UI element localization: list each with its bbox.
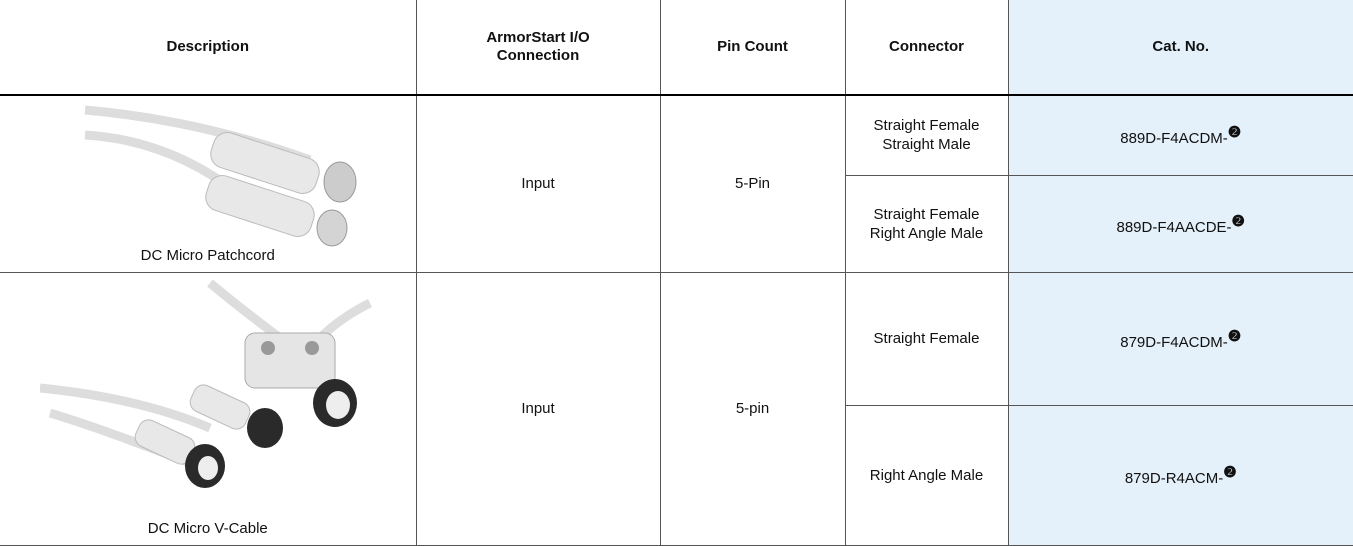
header-text: Pin Count <box>717 38 788 55</box>
connector-line: Right Angle Male <box>869 224 984 242</box>
connection: Input <box>415 272 660 546</box>
cat-no: 889D-F4AACDE-❷ <box>1007 175 1353 273</box>
header-text: Cat. No. <box>1152 38 1210 55</box>
header-cell: Cat. No. <box>1007 0 1353 96</box>
connector-line: Straight Female <box>873 205 980 223</box>
table-row: Straight Female Right Angle Male 889D-F4AA… <box>0 175 1353 273</box>
connector-line: Straight Female <box>873 117 980 135</box>
connector: Straight Female Right Angle Male <box>844 175 1008 273</box>
footnote-marker: ❷ <box>1227 124 1242 142</box>
connector-line: Straight Male <box>882 136 971 154</box>
header-cell: Description <box>0 0 416 96</box>
footnote-marker: ❷ <box>1231 212 1245 230</box>
footnote-marker: ❷ <box>1227 327 1242 345</box>
cat-no-text: 889D-F4AACDE- <box>1116 218 1232 236</box>
pin-count: 5-Pin <box>659 95 845 273</box>
cat-no-text: 879D-F4ACDM- <box>1120 333 1228 351</box>
header-row: Description ArmorStart I/O Connection Pin … <box>0 0 1353 96</box>
header-cell: Pin Count <box>659 0 845 96</box>
header-cell: ArmorStart I/O Connection <box>415 0 660 96</box>
cat-no-text: 879D-R4ACM- <box>1124 470 1224 487</box>
connector-line: Right Angle Male <box>869 466 984 484</box>
header-text: Connector <box>889 38 964 55</box>
cat-no: 879D-F4ACDM-❷ <box>1007 272 1353 406</box>
v-cable-image <box>40 279 373 488</box>
table-row: DC Micro Patchcord Input 5-Pin Straight Fem… <box>0 95 1353 273</box>
connector: Straight Female <box>844 272 1008 406</box>
patchcord-image <box>84 105 357 247</box>
header-text: ArmorStart I/O Connection <box>486 29 590 64</box>
header-cell: Connector <box>844 0 1008 96</box>
cat-no: 879D-R4ACM-❷ <box>1007 405 1353 546</box>
connector-line: Straight Female <box>873 330 980 347</box>
pin-count: 5-pin <box>659 272 845 546</box>
header-text: Description <box>166 38 249 55</box>
connection: Input <box>415 95 660 273</box>
footnote-marker: ❷ <box>1223 464 1237 481</box>
table-row: Right Angle Male 879D-R4ACM-❷ <box>0 405 1353 546</box>
cat-no: 889D-F4ACDM-❷ <box>1007 95 1353 176</box>
connector: Right Angle Male <box>844 405 1008 546</box>
cat-no-text: 889D-F4ACDM- <box>1120 130 1228 148</box>
connector: Straight Female Straight Male <box>844 95 1008 176</box>
